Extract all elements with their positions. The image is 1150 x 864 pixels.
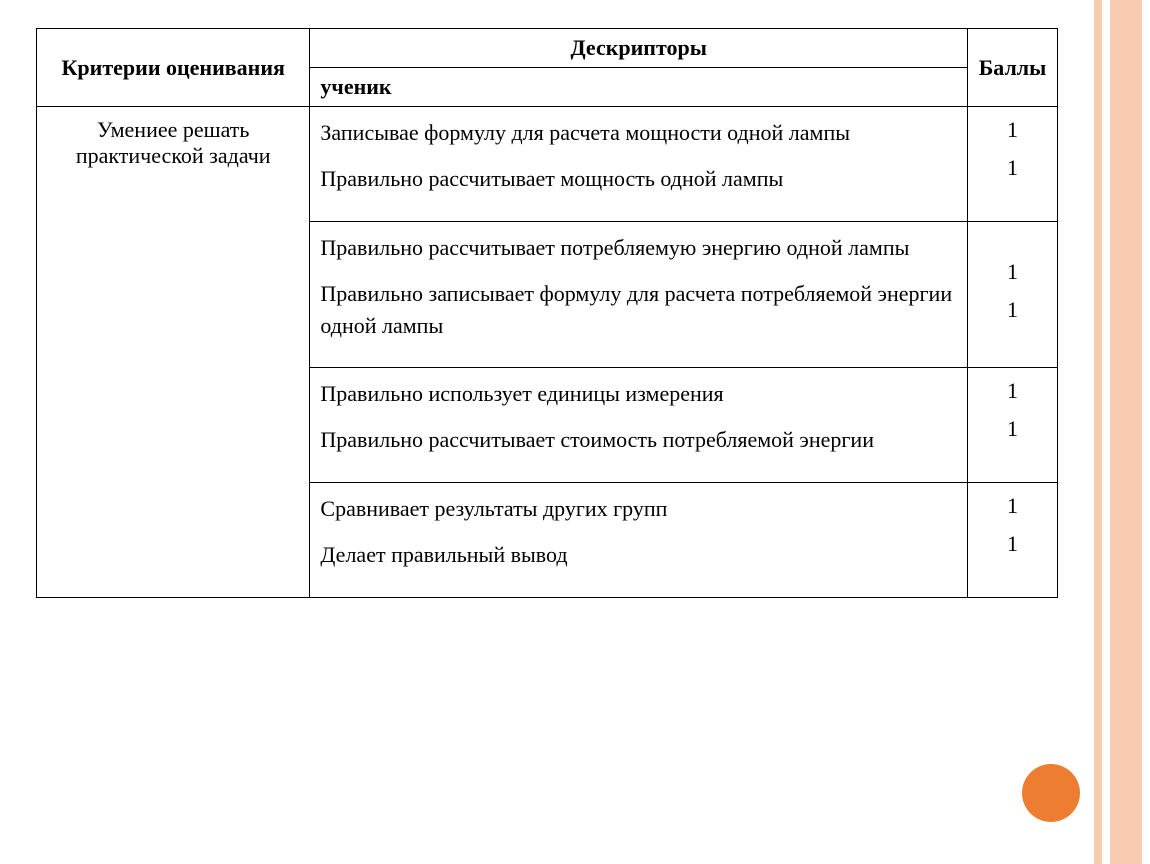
table-row: Умениее решать практической задачи Запис… — [37, 107, 1058, 222]
header-points: Баллы — [968, 29, 1058, 107]
descriptor-text: Сравнивает результаты других групп — [320, 493, 955, 525]
descriptor-cell: Правильно использует единицы измерения П… — [310, 368, 968, 483]
descriptor-text: Правильно использует единицы измерения — [320, 378, 955, 410]
descriptor-text: Правильно рассчитывает потребляемую энер… — [320, 232, 955, 264]
descriptor-cell: Правильно рассчитывает потребляемую энер… — [310, 221, 968, 368]
point-value: 1 — [978, 378, 1047, 404]
stripe-gap — [1142, 0, 1150, 864]
descriptor-cell: Сравнивает результаты других групп Делае… — [310, 483, 968, 598]
points-cell: 1 1 — [968, 368, 1058, 483]
stripe — [1094, 0, 1102, 864]
criteria-cell: Умениее решать практической задачи — [37, 107, 310, 598]
points-cell: 1 1 — [968, 483, 1058, 598]
stripe — [1110, 0, 1142, 864]
descriptor-text: Записывае формулу для расчета мощности о… — [320, 117, 955, 149]
point-value: 1 — [978, 117, 1047, 143]
header-descriptor-top: Дескрипторы — [310, 29, 968, 68]
content-area: Критерии оценивания Дескрипторы Баллы уч… — [0, 0, 1094, 626]
point-value: 1 — [978, 493, 1047, 519]
point-value: 1 — [978, 531, 1047, 557]
descriptor-text: Правильно записывает формулу для расчета… — [320, 278, 955, 342]
descriptor-text: Правильно рассчитывает мощность одной ла… — [320, 163, 955, 195]
descriptor-text: Делает правильный вывод — [320, 539, 955, 571]
point-value: 1 — [978, 416, 1047, 442]
stripe-gap — [1102, 0, 1110, 864]
decorative-circle — [1022, 764, 1080, 822]
point-value: 1 — [978, 155, 1047, 181]
assessment-table: Критерии оценивания Дескрипторы Баллы уч… — [36, 28, 1058, 598]
header-descriptor-sub: ученик — [310, 68, 968, 107]
table-header-row: Критерии оценивания Дескрипторы Баллы — [37, 29, 1058, 68]
descriptor-text: Правильно рассчитывает стоимость потребл… — [320, 424, 955, 456]
decorative-stripes — [1094, 0, 1150, 864]
descriptor-cell: Записывае формулу для расчета мощности о… — [310, 107, 968, 222]
point-value: 1 — [978, 259, 1047, 285]
header-criteria: Критерии оценивания — [37, 29, 310, 107]
points-cell: 1 1 — [968, 107, 1058, 222]
point-value: 1 — [978, 297, 1047, 323]
points-cell: 1 1 — [968, 221, 1058, 368]
